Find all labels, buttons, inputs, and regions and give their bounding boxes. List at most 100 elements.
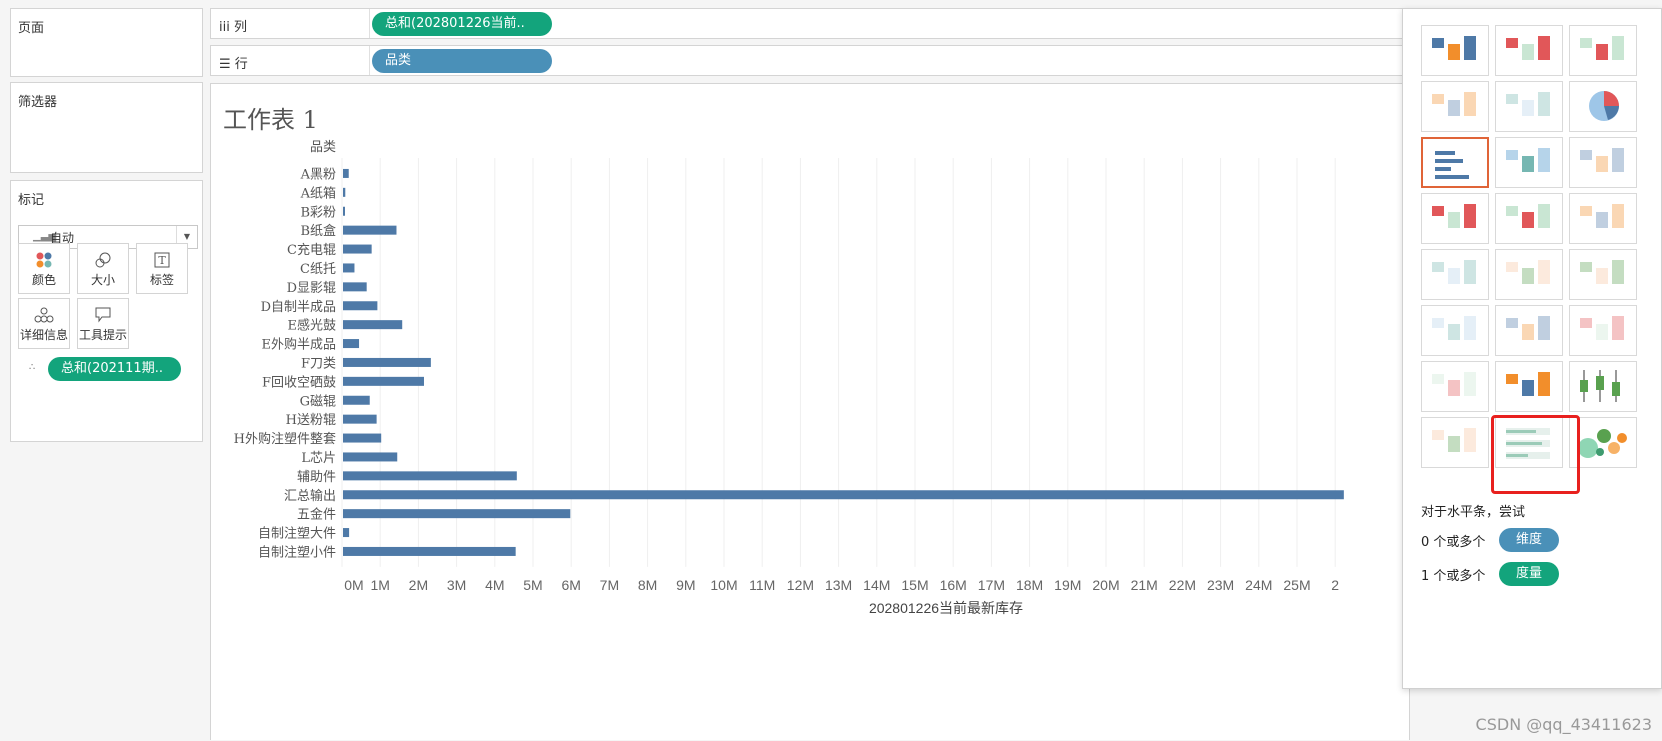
rows-field-pill[interactable]: 品类 <box>372 49 552 73</box>
chart-type-highlight-table[interactable] <box>1569 25 1637 76</box>
x-tick-label: 11M <box>749 577 775 593</box>
pages-shelf[interactable]: 页面 <box>10 8 203 77</box>
detail-button[interactable]: 详细信息 <box>18 298 70 349</box>
bar <box>343 339 360 349</box>
x-tick-label: 13M <box>825 577 852 593</box>
color-button[interactable]: 颜色 <box>18 243 70 294</box>
chart-type-dual-lines[interactable] <box>1569 249 1637 300</box>
x-tick-label: 0M <box>344 577 363 593</box>
x-tick-label: 2 <box>1331 577 1339 593</box>
detail-dots-icon: ∴ <box>29 362 36 373</box>
bar <box>343 320 403 330</box>
columns-field-pill[interactable]: 总和(202801226当前.. <box>372 12 552 36</box>
bar <box>343 206 345 216</box>
bar <box>343 168 349 178</box>
bar <box>343 301 378 311</box>
x-tick-label: 6M <box>561 577 580 593</box>
rows-label: ☰ 行 <box>219 57 248 72</box>
size-button[interactable]: 大小 <box>77 243 129 294</box>
x-tick-label: 24M <box>1245 577 1272 593</box>
tooltip-button[interactable]: 工具提示 <box>77 298 129 349</box>
chart-type-scatter-plot[interactable] <box>1421 361 1489 412</box>
category-label: C纸托 <box>300 262 336 277</box>
detail-field-pill[interactable]: 总和(202111期.. <box>48 357 181 381</box>
bar <box>343 376 424 386</box>
hint-title: 对于水平条，尝试 <box>1421 505 1526 520</box>
chart-type-pie[interactable] <box>1569 81 1637 132</box>
bar <box>343 357 431 367</box>
detail-icon <box>19 306 69 326</box>
chart-type-text-table[interactable] <box>1421 25 1489 76</box>
label-label: 标签 <box>149 273 174 287</box>
chart-type-dual-combination[interactable] <box>1569 305 1637 356</box>
chart-type-box-whisker[interactable] <box>1569 361 1637 412</box>
chart-type-side-by-side-circles[interactable] <box>1569 193 1637 244</box>
watermark: CSDN @qq_43411623 <box>1475 715 1652 734</box>
label-button[interactable]: T 标签 <box>136 243 188 294</box>
detail-label: 详细信息 <box>19 328 68 342</box>
category-label: B彩粉 <box>300 205 336 220</box>
chart-type-gantt[interactable] <box>1421 417 1489 468</box>
chart-type-histogram[interactable] <box>1495 361 1563 412</box>
bar <box>343 282 367 292</box>
mark-type-label: 自动 <box>50 231 75 245</box>
x-tick-label: 20M <box>1092 577 1119 593</box>
bar <box>343 546 516 556</box>
bar <box>343 187 346 197</box>
filters-title: 筛选器 <box>18 95 58 110</box>
shelf-divider <box>369 9 370 38</box>
x-tick-label: 3M <box>447 577 466 593</box>
category-label: L芯片 <box>301 451 336 466</box>
category-label: 自制注塑小件 <box>258 545 336 560</box>
x-tick-label: 5M <box>523 577 542 593</box>
category-label: B纸盒 <box>300 223 336 239</box>
chart-type-packed-bubbles[interactable] <box>1569 417 1637 468</box>
bar <box>343 414 377 424</box>
bar <box>343 225 397 235</box>
x-tick-label: 8M <box>638 577 657 593</box>
chart-type-bullet-graph[interactable] <box>1495 417 1563 468</box>
category-label: 自制注塑大件 <box>258 527 336 542</box>
x-tick-label: 22M <box>1169 577 1196 593</box>
chevron-down-icon[interactable]: ▼ <box>176 226 197 248</box>
chart-type-side-by-side-bars[interactable] <box>1569 137 1637 188</box>
chart-type-lines-discrete[interactable] <box>1495 249 1563 300</box>
measure-hint-text: 1 个或多个 <box>1421 569 1486 584</box>
filters-shelf[interactable]: 筛选器 <box>10 82 203 173</box>
worksheet-view: 工作表 1 0M 1M 2M 3M 4M 5M 6M 7M 8M 9M 10M 11M 12M 13M 14… <box>210 83 1410 740</box>
x-tick-label: 15M <box>901 577 928 593</box>
category-label: H外购注塑件整套 <box>234 431 336 447</box>
rows-shelf[interactable]: ☰ 行 品类 <box>210 45 1410 76</box>
size-icon <box>78 251 128 271</box>
bar-chart-icon: ▁▃▅ <box>33 231 57 242</box>
x-tick-label: 21M <box>1131 577 1158 593</box>
category-label: A黑粉 <box>300 167 336 182</box>
show-me-panel: 对于水平条，尝试 0 个或多个 维度 1 个或多个 度量 <box>1402 8 1662 689</box>
chart-type-horizontal-bars[interactable] <box>1421 137 1489 188</box>
chart-type-filled-map[interactable] <box>1495 81 1563 132</box>
columns-shelf[interactable]: iii 列 总和(202801226当前.. <box>210 8 1410 39</box>
size-label: 大小 <box>90 273 115 287</box>
chart-type-area-continuous[interactable] <box>1421 305 1489 356</box>
color-icon <box>19 251 69 271</box>
chart-type-heat-map[interactable] <box>1495 25 1563 76</box>
x-tick-label: 25M <box>1283 577 1310 593</box>
chart-type-treemap[interactable] <box>1421 193 1489 244</box>
chart-type-circle-views[interactable] <box>1495 193 1563 244</box>
x-tick-label: 2M <box>409 577 428 593</box>
bar <box>343 433 382 443</box>
x-tick-label: 16M <box>940 577 967 593</box>
tooltip-icon <box>78 306 128 326</box>
category-label: D显影辊 <box>287 281 336 296</box>
x-tick-label: 1M <box>370 577 389 593</box>
x-tick-label: 9M <box>676 577 695 593</box>
marks-card: 标记 ▁▃▅ 自动 ▼ 颜色 大小 T 标签 详细信息 工具提示 ∴ 总和(20… <box>10 180 203 442</box>
chart-type-symbol-map[interactable] <box>1421 81 1489 132</box>
x-tick-label: 7M <box>600 577 619 593</box>
category-label: 汇总输出 <box>284 488 336 504</box>
x-tick-label: 23M <box>1207 577 1234 593</box>
bar-chart: 0M 1M 2M 3M 4M 5M 6M 7M 8M 9M 10M 11M 12M 13M 14M 15M 16… <box>234 140 1344 616</box>
chart-type-stacked-bars[interactable] <box>1495 137 1563 188</box>
chart-type-area-discrete[interactable] <box>1495 305 1563 356</box>
chart-type-lines-continuous[interactable] <box>1421 249 1489 300</box>
